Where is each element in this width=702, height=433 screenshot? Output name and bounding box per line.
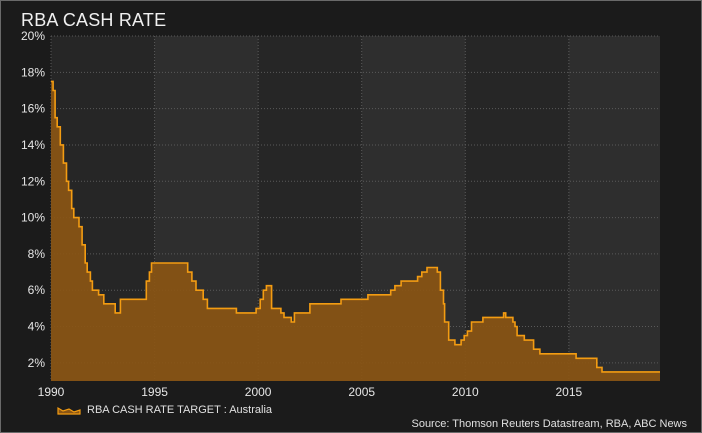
y-tick-label: 10% — [21, 211, 45, 225]
legend-swatch-icon — [57, 406, 81, 415]
x-tick-label: 1995 — [141, 385, 168, 399]
y-tick-label: 18% — [21, 65, 45, 79]
y-axis-ticks: 2% 4% 6% 8% 10% 12% 14% 16% 18% 20% — [21, 29, 45, 370]
y-tick-label: 2% — [28, 356, 46, 370]
x-tick-label: 2015 — [556, 385, 583, 399]
x-tick-label: 2010 — [452, 385, 479, 399]
x-axis-ticks: 1990 1995 2000 2005 2010 2015 — [38, 385, 583, 399]
legend-label: RBA CASH RATE TARGET : Australia — [87, 404, 273, 416]
y-tick-label: 20% — [21, 29, 45, 43]
cash-rate-area — [51, 81, 660, 382]
x-tick-label: 2000 — [245, 385, 272, 399]
source-note: Source: Thomson Reuters Datastream, RBA,… — [411, 418, 687, 430]
chart-title: RBA CASH RATE — [21, 10, 167, 30]
y-tick-label: 16% — [21, 102, 45, 116]
y-tick-label: 12% — [21, 174, 45, 188]
year-bands — [154, 36, 660, 381]
cash-rate-line — [51, 80, 660, 373]
y-tick-label: 4% — [28, 320, 46, 334]
x-tick-label: 2005 — [348, 385, 375, 399]
y-tick-label: 6% — [28, 283, 46, 297]
y-tick-label: 8% — [28, 247, 46, 261]
year-band — [568, 36, 660, 381]
y-tick-label: 14% — [21, 138, 45, 152]
x-tick-label: 1990 — [38, 385, 65, 399]
legend: RBA CASH RATE TARGET : Australia — [57, 404, 272, 416]
